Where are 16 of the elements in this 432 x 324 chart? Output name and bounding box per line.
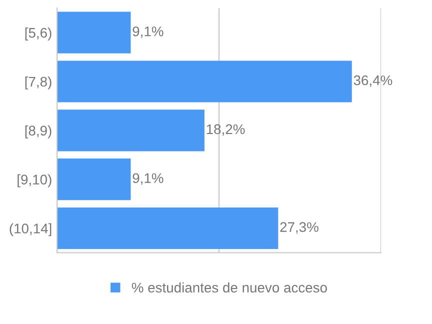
data-label: 27,3% <box>280 222 318 234</box>
bar <box>57 158 131 200</box>
bar <box>57 110 204 152</box>
y-tick-label: (10,14] <box>10 223 52 236</box>
y-tick-label: [8,9) <box>25 125 52 138</box>
y-tick-label: [5,6) <box>25 28 52 40</box>
y-tick-label: [9,10) <box>18 174 52 188</box>
bar <box>57 207 278 250</box>
bar <box>57 60 352 102</box>
data-label: 36,4% <box>354 75 392 87</box>
data-label: 9,1% <box>132 26 164 38</box>
legend-label: % estudiantes de nuevo acceso <box>132 282 327 293</box>
data-label: 9,1% <box>132 173 164 185</box>
bar <box>57 12 131 54</box>
data-label: 18,2% <box>206 124 245 136</box>
y-tick-label: [7,8) <box>25 76 52 90</box>
